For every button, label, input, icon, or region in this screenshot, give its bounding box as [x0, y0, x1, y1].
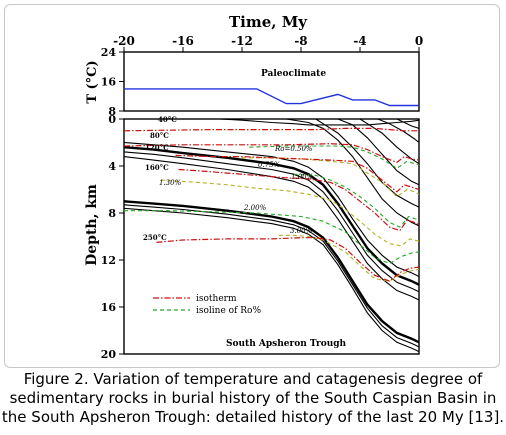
figure-frame: [4, 4, 500, 368]
stratum-line-1: [219, 118, 420, 126]
stratum-line-6: [123, 200, 420, 344]
depth-tick-label-12: 12: [101, 254, 116, 267]
caption-line-2: sedimentary rocks in burial history of t…: [9, 389, 497, 407]
ro-isoline-0: [249, 145, 420, 169]
depth-axis-label: Depth, km: [84, 184, 100, 266]
isotherm-label-120: 120°C: [145, 143, 169, 152]
legend-isotherm-label: isotherm: [196, 294, 237, 304]
time-tick-label-0: 0: [415, 34, 423, 48]
ro-label-130: 1.30%: [159, 179, 182, 187]
time-axis-title: Time, My: [229, 13, 308, 31]
temperature-axis-label: T (°C): [85, 60, 100, 103]
ro-isoline-4: [124, 210, 420, 265]
paleoclimate-line-0: [124, 88, 419, 107]
temp-tick-label-16: 16: [101, 76, 117, 89]
temperature-axis: 24 16 8: [101, 46, 124, 118]
time-tick-label--20: -20: [113, 34, 135, 48]
top-axis-ticks: -20 -16 -12 -8 -4 0: [113, 34, 423, 52]
paleoclimate-panel-frame: [123, 51, 420, 112]
ro-label-075: 0.75%: [258, 161, 281, 169]
caption-line-3: the South Apsheron Trough: detailed hist…: [1, 408, 505, 426]
isotherm-line-3: [178, 168, 420, 232]
ro-isoline-3: [160, 179, 420, 247]
depth-tick-label-8: 8: [108, 207, 116, 220]
time-tick-label--4: -4: [353, 34, 366, 48]
burial-panel-frame: [123, 118, 420, 355]
isotherm-label-80: 80°C: [150, 131, 169, 140]
depth-axis: 0 4 8 12 16 20: [101, 113, 124, 361]
time-tick-label--16: -16: [172, 34, 194, 48]
paleoclimate-series: [124, 88, 419, 107]
legend: isotherm isoline of Ro%: [153, 294, 261, 316]
time-tick-label--12: -12: [231, 34, 253, 48]
stratum-line-12: [359, 118, 420, 165]
stratum-line-11: [337, 118, 420, 186]
stratum-line-13: [377, 118, 420, 143]
isotherm-line-2: [175, 154, 420, 193]
isotherm-line-4: [156, 237, 420, 282]
isotherm-label-160: 160°C: [145, 163, 169, 172]
isotherm-label-250: 250°C: [143, 233, 167, 242]
temp-tick-label-8: 8: [108, 105, 116, 118]
isotherm-line-0: [123, 127, 419, 132]
legend-ro-label: isoline of Ro%: [196, 306, 261, 316]
ro-label-300: 3.00%: [290, 227, 313, 235]
caption-line-1: Figure 2. Variation of temperature and c…: [23, 370, 483, 388]
ro-label-200: 2.00%: [243, 204, 267, 212]
isotherms: [123, 127, 420, 282]
depth-tick-label-20: 20: [101, 348, 117, 361]
depth-tick-label-16: 16: [101, 301, 117, 314]
figure-caption: Figure 2. Variation of temperature and c…: [0, 370, 506, 427]
stratum-line-10: [315, 118, 420, 208]
depth-tick-label-0: 0: [108, 113, 116, 126]
trough-label: South Apsheron Trough: [226, 339, 347, 349]
stratum-line-9: [286, 118, 420, 227]
paleoclimate-label: Paleoclimate: [261, 69, 326, 79]
ro-label-100: 1.00%: [291, 173, 314, 181]
ro-isoline-5: [278, 234, 420, 282]
ro-isolines: [124, 145, 420, 282]
stratum-line-5: [123, 156, 420, 301]
depth-tick-label-4: 4: [108, 160, 116, 173]
time-tick-label--8: -8: [294, 34, 307, 48]
ro-label-050: Ro=0.50%: [274, 145, 313, 153]
stratum-line-3: [123, 146, 420, 286]
stratum-line-8: [123, 207, 420, 353]
temp-tick-label-24: 24: [101, 46, 117, 59]
ro-isoline-2: [293, 173, 420, 228]
stratum-line-14: [396, 118, 420, 129]
isotherm-label-40: 40°C: [158, 115, 177, 124]
strata-lines: [123, 118, 420, 353]
isotherm-line-1: [123, 143, 420, 164]
